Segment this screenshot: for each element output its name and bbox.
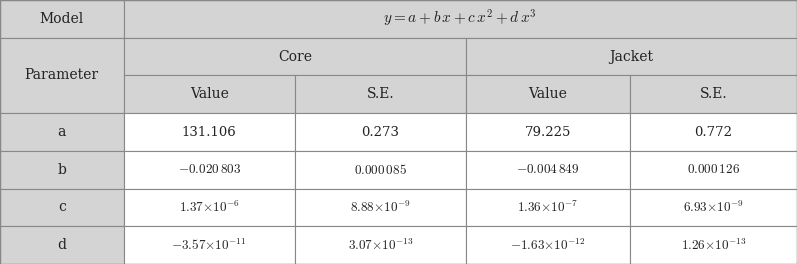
Text: Core: Core [278, 50, 312, 64]
Text: Value: Value [190, 87, 229, 101]
Text: S.E.: S.E. [367, 87, 395, 101]
Bar [466, 38, 797, 76]
Text: $y = a + b\,x + c\,x^2 + d\,x^3$: $y = a + b\,x + c\,x^2 + d\,x^3$ [383, 8, 537, 29]
Text: $0.000\,085$: $0.000\,085$ [354, 163, 407, 177]
Bar [0, 0, 124, 38]
Bar [630, 151, 797, 188]
Bar [0, 38, 124, 113]
Text: $1.36{\times}10^{-7}$: $1.36{\times}10^{-7}$ [517, 200, 579, 215]
Text: b: b [57, 163, 66, 177]
Bar [124, 226, 295, 264]
Text: a: a [57, 125, 66, 139]
Text: $0.000\,126$: $0.000\,126$ [687, 163, 740, 176]
Text: 131.106: 131.106 [182, 125, 237, 139]
Bar [0, 188, 124, 226]
Bar [124, 38, 466, 76]
Text: $8.88{\times}10^{-9}$: $8.88{\times}10^{-9}$ [350, 200, 411, 215]
Text: c: c [58, 200, 65, 214]
Text: $6.93{\times}10^{-9}$: $6.93{\times}10^{-9}$ [683, 200, 744, 215]
Bar [124, 76, 295, 113]
Bar [0, 113, 124, 151]
Bar [295, 188, 466, 226]
Bar [466, 188, 630, 226]
Bar [0, 151, 124, 188]
Bar [466, 76, 630, 113]
Text: S.E.: S.E. [700, 87, 727, 101]
Text: 79.225: 79.225 [524, 125, 571, 139]
Bar [124, 151, 295, 188]
Text: Value: Value [528, 87, 567, 101]
Bar [630, 76, 797, 113]
Bar [124, 188, 295, 226]
Text: 0.772: 0.772 [694, 125, 732, 139]
Text: Parameter: Parameter [25, 68, 99, 82]
Bar [466, 113, 630, 151]
Bar [630, 188, 797, 226]
Text: d: d [57, 238, 66, 252]
Bar [630, 226, 797, 264]
Text: $1.37{\times}10^{-6}$: $1.37{\times}10^{-6}$ [179, 200, 240, 215]
Text: $-3.57{\times}10^{-11}$: $-3.57{\times}10^{-11}$ [171, 238, 247, 253]
Bar [0, 226, 124, 264]
Bar [466, 151, 630, 188]
Text: $-0.004\,849$: $-0.004\,849$ [516, 163, 579, 176]
Bar [630, 113, 797, 151]
Text: $-1.63{\times}10^{-12}$: $-1.63{\times}10^{-12}$ [510, 238, 586, 253]
Bar [295, 76, 466, 113]
Text: Jacket: Jacket [610, 50, 654, 64]
Text: $3.07{\times}10^{-13}$: $3.07{\times}10^{-13}$ [347, 238, 414, 253]
Bar [295, 226, 466, 264]
Bar [295, 151, 466, 188]
Bar [124, 0, 797, 38]
Text: Model: Model [40, 12, 84, 26]
Text: 0.273: 0.273 [362, 125, 399, 139]
Bar [124, 113, 295, 151]
Bar [295, 113, 466, 151]
Text: $-0.020\,803$: $-0.020\,803$ [178, 163, 241, 176]
Bar [466, 226, 630, 264]
Text: $1.26{\times}10^{-13}$: $1.26{\times}10^{-13}$ [681, 238, 746, 253]
